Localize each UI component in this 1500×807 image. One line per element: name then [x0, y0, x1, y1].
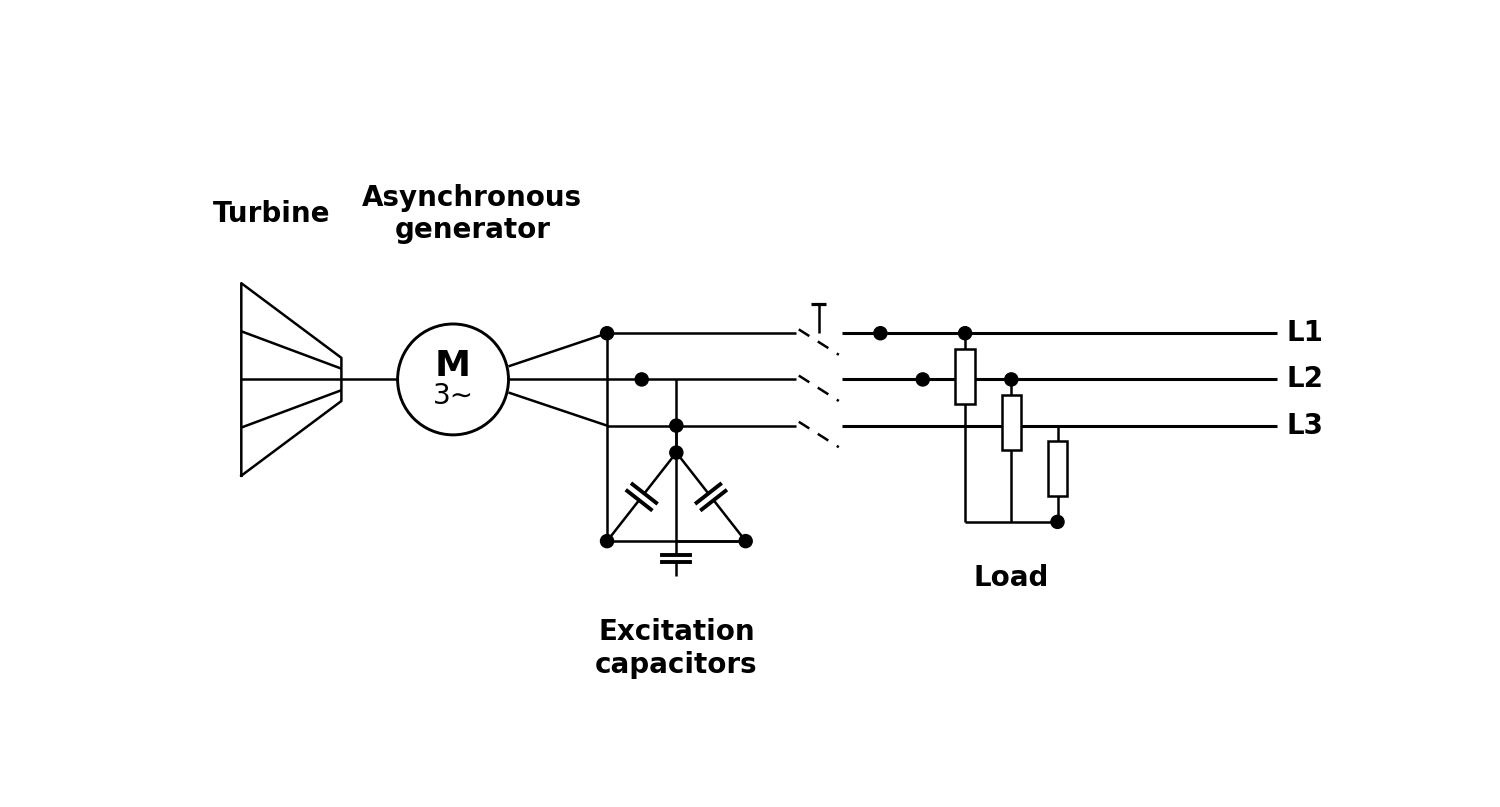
Bar [1048, 441, 1066, 496]
Circle shape [634, 373, 648, 386]
Bar [1002, 395, 1022, 450]
Circle shape [398, 324, 508, 435]
Circle shape [600, 327, 613, 340]
Text: L1: L1 [1286, 320, 1323, 347]
Circle shape [916, 373, 930, 386]
Circle shape [670, 446, 682, 459]
Circle shape [740, 534, 752, 548]
Text: Load: Load [974, 564, 1048, 592]
Text: Excitation
capacitors: Excitation capacitors [596, 618, 758, 679]
Circle shape [1052, 516, 1064, 529]
Text: L3: L3 [1286, 412, 1323, 440]
Text: 3∼: 3∼ [432, 383, 474, 411]
Text: Turbine: Turbine [213, 200, 332, 228]
Circle shape [1005, 373, 1019, 386]
Text: L2: L2 [1286, 366, 1323, 394]
Circle shape [670, 419, 682, 433]
Bar [956, 349, 975, 404]
Circle shape [958, 327, 972, 340]
Text: M: M [435, 349, 471, 383]
Text: Asynchronous
generator: Asynchronous generator [362, 184, 582, 244]
Circle shape [600, 534, 613, 548]
Circle shape [874, 327, 886, 340]
